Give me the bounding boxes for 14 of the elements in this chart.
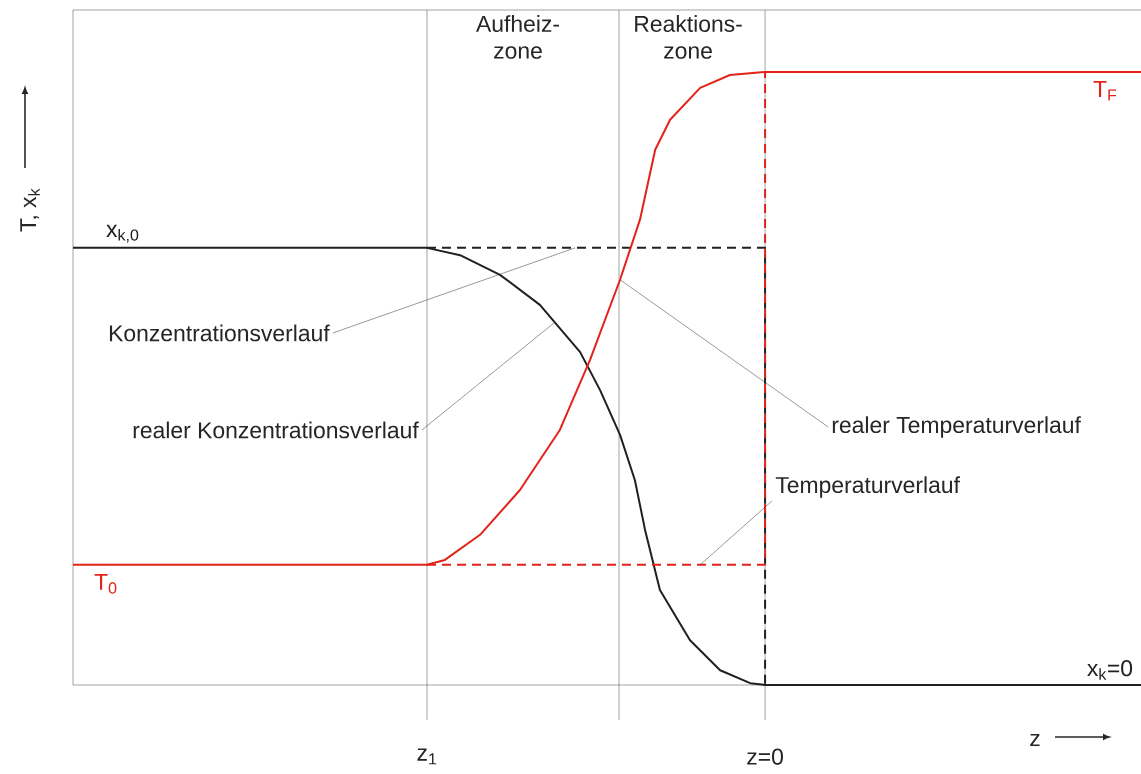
annotation: x$_{k}$=0 — [1087, 660, 1133, 680]
x-tick-label: z$_{1}$ — [417, 748, 437, 765]
annotation: Temperaturverlauf — [775, 476, 960, 498]
annotation: realer Temperaturverlauf — [832, 416, 1081, 438]
annotation: realer Konzentrationsverlauf — [133, 421, 419, 439]
annotation: Konzentrationsverlauf — [109, 324, 330, 342]
annotation: T$_{F}$ — [1093, 81, 1117, 101]
text: Reaktions-zone — [635, 15, 742, 59]
text: Aufheiz-zone — [476, 15, 559, 59]
x-axis-title: z — [1030, 733, 1040, 747]
annotation: x$_{k,0}$ — [106, 224, 139, 243]
x-tick-label: z=0 — [747, 748, 783, 765]
y-axis-title: T, x$_{k}$ — [20, 188, 40, 232]
annotation: T$_{0}$ — [94, 574, 117, 594]
